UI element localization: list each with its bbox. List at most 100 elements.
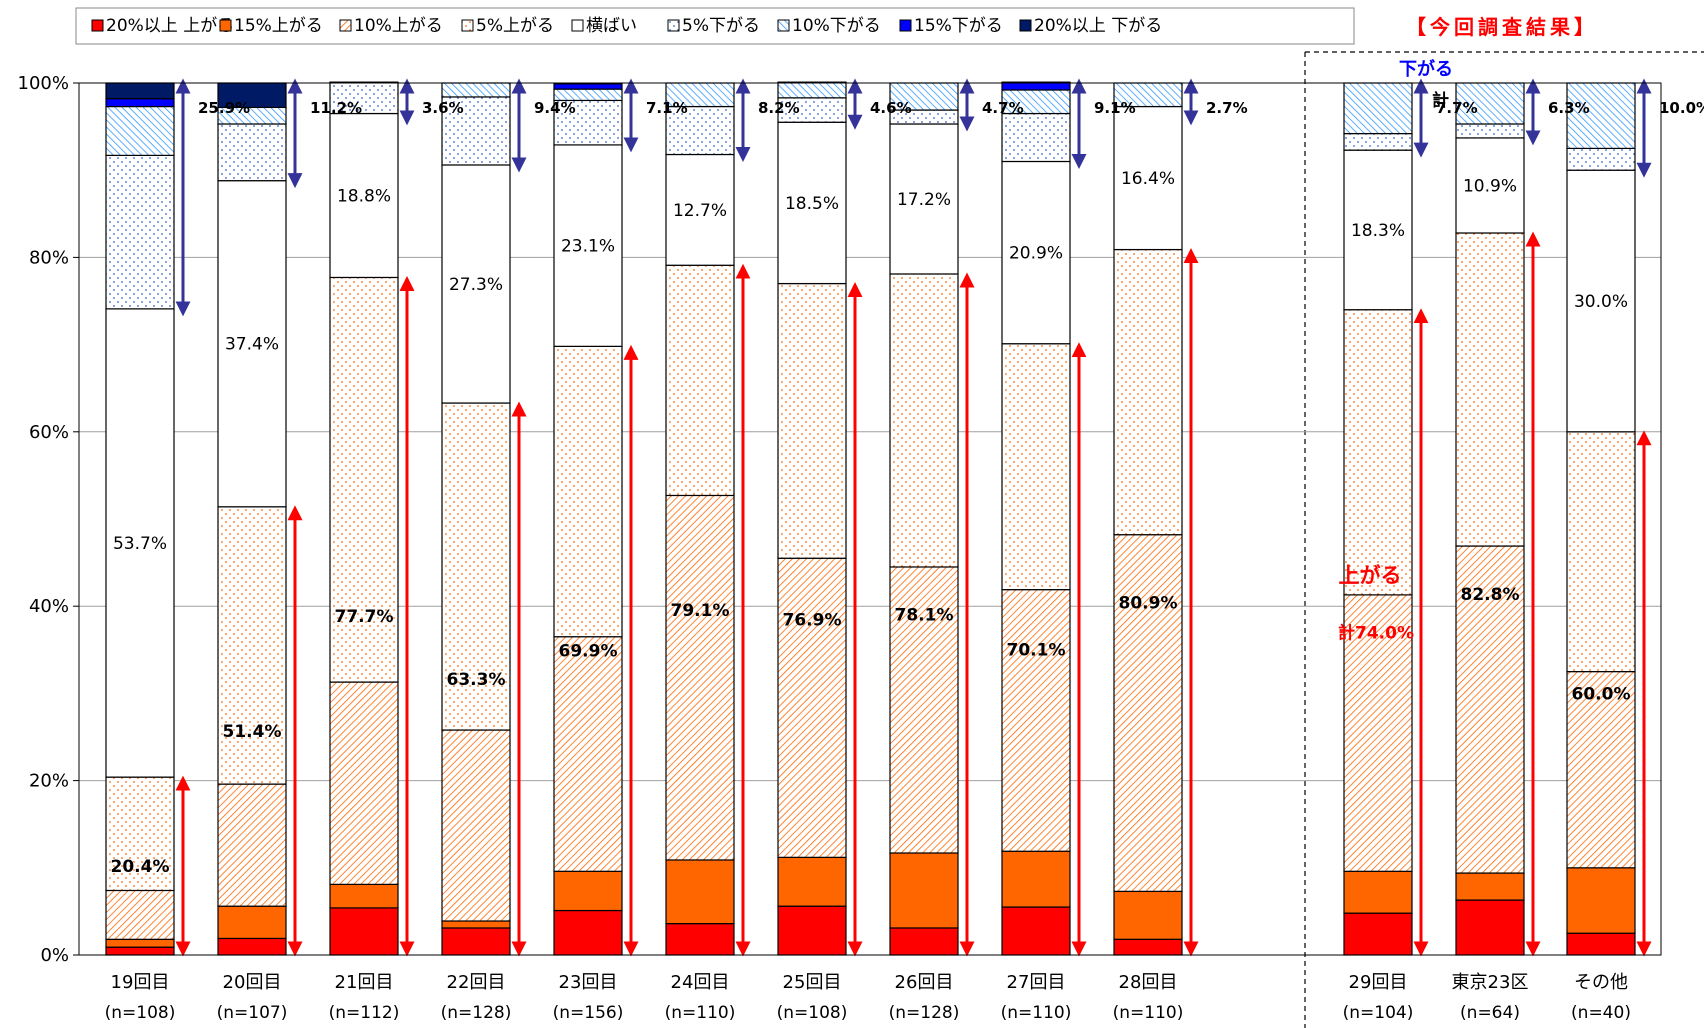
down-kei-annotation: 計 <box>1432 90 1449 111</box>
x-tick-sample-size: (n=104) <box>1343 1003 1414 1023</box>
flat-value-label: 17.2% <box>897 190 951 210</box>
x-tick-label: 20回目 <box>223 972 282 993</box>
bar-segment <box>1566 670 1636 869</box>
plot-frame <box>78 82 1662 956</box>
bar-segment <box>1113 938 1183 956</box>
down-total-label: 4.7% <box>982 99 1024 117</box>
bar-segment <box>777 905 847 956</box>
down-total-label: 11.2% <box>310 99 362 117</box>
bar-segment <box>1343 149 1413 311</box>
legend-swatch <box>667 19 680 32</box>
bar-segment <box>1113 248 1183 536</box>
up-annotation: 上がる <box>1339 563 1402 587</box>
flat-value-label: 18.5% <box>785 194 839 214</box>
x-tick-sample-size: (n=128) <box>889 1003 960 1023</box>
x-tick-label: 22回目 <box>447 972 506 993</box>
up-total-label: 82.8% <box>1461 585 1520 605</box>
x-axis: 19回目 (n=108) 20回目 (n=107) 21回目 (n=112) 22回目 (n=… <box>105 972 1631 1023</box>
bar-segment <box>777 282 847 559</box>
x-tick-label: 東京23区 <box>1452 972 1529 993</box>
bar-segment <box>777 97 847 123</box>
down-total-label: 9.1% <box>1094 99 1136 117</box>
y-tick-label: 0% <box>40 945 69 966</box>
bar-segment <box>777 81 847 99</box>
bar-segment <box>1001 160 1071 345</box>
up-total-label: 20.4% <box>111 857 170 877</box>
bar-segment <box>329 81 399 115</box>
bar-segment <box>105 98 175 108</box>
bar-segment <box>329 276 399 683</box>
up-total-label: 76.9% <box>783 610 842 630</box>
y-tick-label: 40% <box>29 596 69 617</box>
section-label: 【今回調査結果】 <box>1406 15 1598 39</box>
x-tick-sample-size: (n=110) <box>1001 1003 1072 1023</box>
bar-segment <box>1566 169 1636 433</box>
bar-segment <box>665 105 735 156</box>
x-tick-sample-size: (n=128) <box>441 1003 512 1023</box>
gridlines <box>79 82 1661 956</box>
down-total-label: 7.7% <box>1436 99 1478 117</box>
value-labels: 53.7% 20.4% 25.9% 37.4% 51.4% 11.2% 18.8% 77.7%… <box>111 58 1704 877</box>
y-tick-label: 80% <box>29 247 69 268</box>
flat-value-label: 12.7% <box>673 201 727 221</box>
bar-segment <box>553 345 623 638</box>
x-tick-sample-size: (n=107) <box>217 1003 288 1023</box>
x-tick-label: 25回目 <box>783 972 842 993</box>
down-total-label: 2.7% <box>1206 99 1248 117</box>
bar-segment <box>889 566 959 854</box>
x-tick-label: 26回目 <box>895 972 954 993</box>
bar-segment <box>665 923 735 956</box>
legend-box <box>75 7 1355 45</box>
bar-segment <box>441 927 511 956</box>
down-total-label: 6.3% <box>1548 99 1590 117</box>
x-tick-sample-size: (n=110) <box>665 1003 736 1023</box>
bar-segment <box>1566 147 1636 171</box>
flat-value-label: 23.1% <box>561 237 615 257</box>
bar-segment <box>329 681 399 885</box>
down-total-label: 25.9% <box>198 99 250 117</box>
flat-value-label: 10.9% <box>1463 176 1517 196</box>
down-annotation: 下がる <box>1399 58 1453 80</box>
bar-segment <box>777 557 847 858</box>
bar-segment <box>329 112 399 279</box>
down-total-label: 3.6% <box>422 99 464 117</box>
bar-segment <box>105 938 175 948</box>
bar-segment <box>441 920 511 929</box>
legend-entry: 15%上がる <box>234 16 323 36</box>
legend-entry: 5%下がる <box>682 16 760 36</box>
bar-segment <box>105 889 175 940</box>
flat-value-label: 18.8% <box>337 186 391 206</box>
legend-swatch <box>91 19 104 32</box>
bar-segment <box>217 506 287 785</box>
legend-swatch <box>571 19 584 32</box>
y-tick-label: 60% <box>29 422 69 443</box>
bar-segment <box>889 82 959 111</box>
bar-segment <box>1566 932 1636 956</box>
bar-segment <box>1455 545 1525 874</box>
flat-value-label: 27.3% <box>449 275 503 295</box>
legend-swatch <box>339 19 352 32</box>
legend-entry: 20%以上 上がる <box>106 16 234 36</box>
up-total-label: 計74.0% <box>1338 622 1414 643</box>
bar-segment <box>553 870 623 912</box>
bar-segment <box>105 82 175 100</box>
y-tick-label: 20% <box>29 771 69 792</box>
legend-entry: 5%上がる <box>476 16 554 36</box>
up-total-label: 78.1% <box>895 605 954 625</box>
bar-segment <box>553 83 623 90</box>
x-tick-label: 23回目 <box>559 972 618 993</box>
bar-segment <box>441 402 511 731</box>
bar-segment <box>553 636 623 872</box>
bar-segment <box>217 937 287 956</box>
bar-segment <box>1343 870 1413 914</box>
bar-segment <box>1455 872 1525 901</box>
bar-segment <box>665 494 735 861</box>
bar-segment <box>441 82 511 98</box>
x-tick-label: 29回目 <box>1349 972 1408 993</box>
bar-segment <box>1455 232 1525 547</box>
flat-value-label: 53.7% <box>113 534 167 554</box>
bar-segment <box>1001 343 1071 591</box>
flat-value-label: 16.4% <box>1121 169 1175 189</box>
x-tick-sample-size: (n=108) <box>105 1003 176 1023</box>
